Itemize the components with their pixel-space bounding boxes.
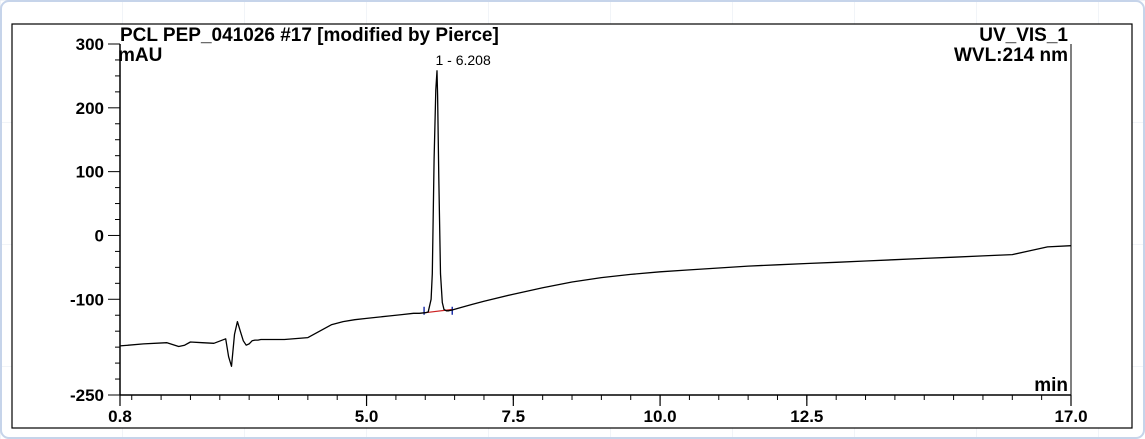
y-tick-labels: 300 200 100 0 -100 -250 [70, 35, 104, 405]
x-tick-label: 7.5 [501, 407, 525, 426]
x-tick-label: 12.5 [790, 407, 823, 426]
x-tick-label: 0.8 [108, 407, 132, 426]
wavelength-label: WVL:214 nm [954, 45, 1068, 66]
axis-ticks [108, 43, 1072, 406]
panel-frame [11, 23, 1133, 429]
y-tick-label: 100 [76, 163, 104, 182]
x-tick-label: 5.0 [355, 407, 379, 426]
x-tick-labels: 0.8 5.0 7.5 10.0 12.5 17.0 [108, 407, 1087, 426]
y-tick-label: -250 [70, 386, 104, 405]
chart-title: PCL PEP_041026 #17 [modified by Pierce] [120, 25, 499, 46]
peak-annotation: 1 - 6.208 [435, 52, 490, 68]
y-axis-unit-label: mAU [118, 45, 162, 66]
peak-baseline [425, 308, 452, 314]
channel-label: UV_VIS_1 [979, 25, 1068, 46]
y-tick-label: 300 [76, 35, 104, 54]
y-tick-label: 0 [95, 226, 104, 245]
x-axis-unit-label: min [1034, 375, 1068, 396]
y-tick-label: -100 [70, 290, 104, 309]
chromatogram-trace [119, 70, 1072, 367]
x-tick-label: 17.0 [1054, 407, 1087, 426]
y-tick-label: 200 [76, 99, 104, 118]
x-tick-label: 10.0 [644, 407, 677, 426]
